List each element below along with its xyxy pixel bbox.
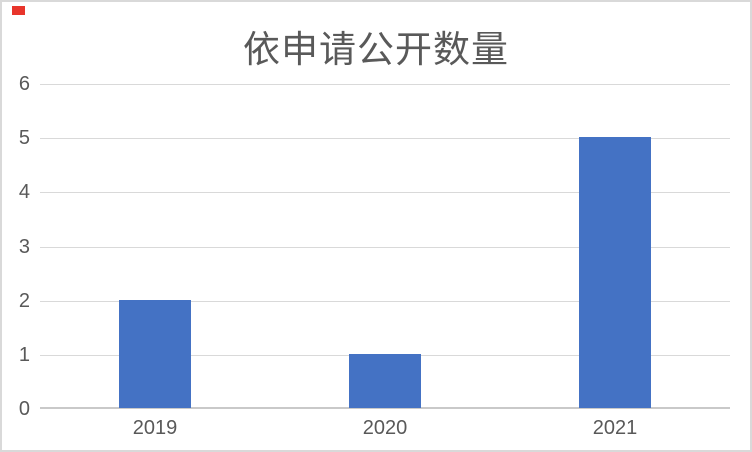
bar-2019 [119,300,191,408]
bar-2021 [579,137,651,408]
y-tick-label-6: 6 [18,73,30,95]
y-tick-label-0: 0 [18,398,30,420]
y-tick-label-3: 3 [18,236,30,258]
y-tick-label-5: 5 [18,127,30,149]
y-tick-label-2: 2 [18,290,30,312]
red-marker [12,6,25,15]
x-tick-label-2019: 2019 [132,417,178,439]
x-tick-label-2020: 2020 [362,417,408,439]
chart-title: 依申请公开数量 [243,29,509,70]
y-tick-label-1: 1 [18,344,30,366]
plot-area [40,84,730,409]
bar-2020 [349,354,421,408]
gridline-5 [40,138,730,139]
x-axis-line [40,407,730,409]
gridline-4 [40,192,730,193]
gridline-2 [40,301,730,302]
gridline-3 [40,247,730,248]
x-tick-label-2021: 2021 [592,417,638,439]
y-tick-label-4: 4 [18,181,30,203]
gridline-6 [40,84,730,85]
